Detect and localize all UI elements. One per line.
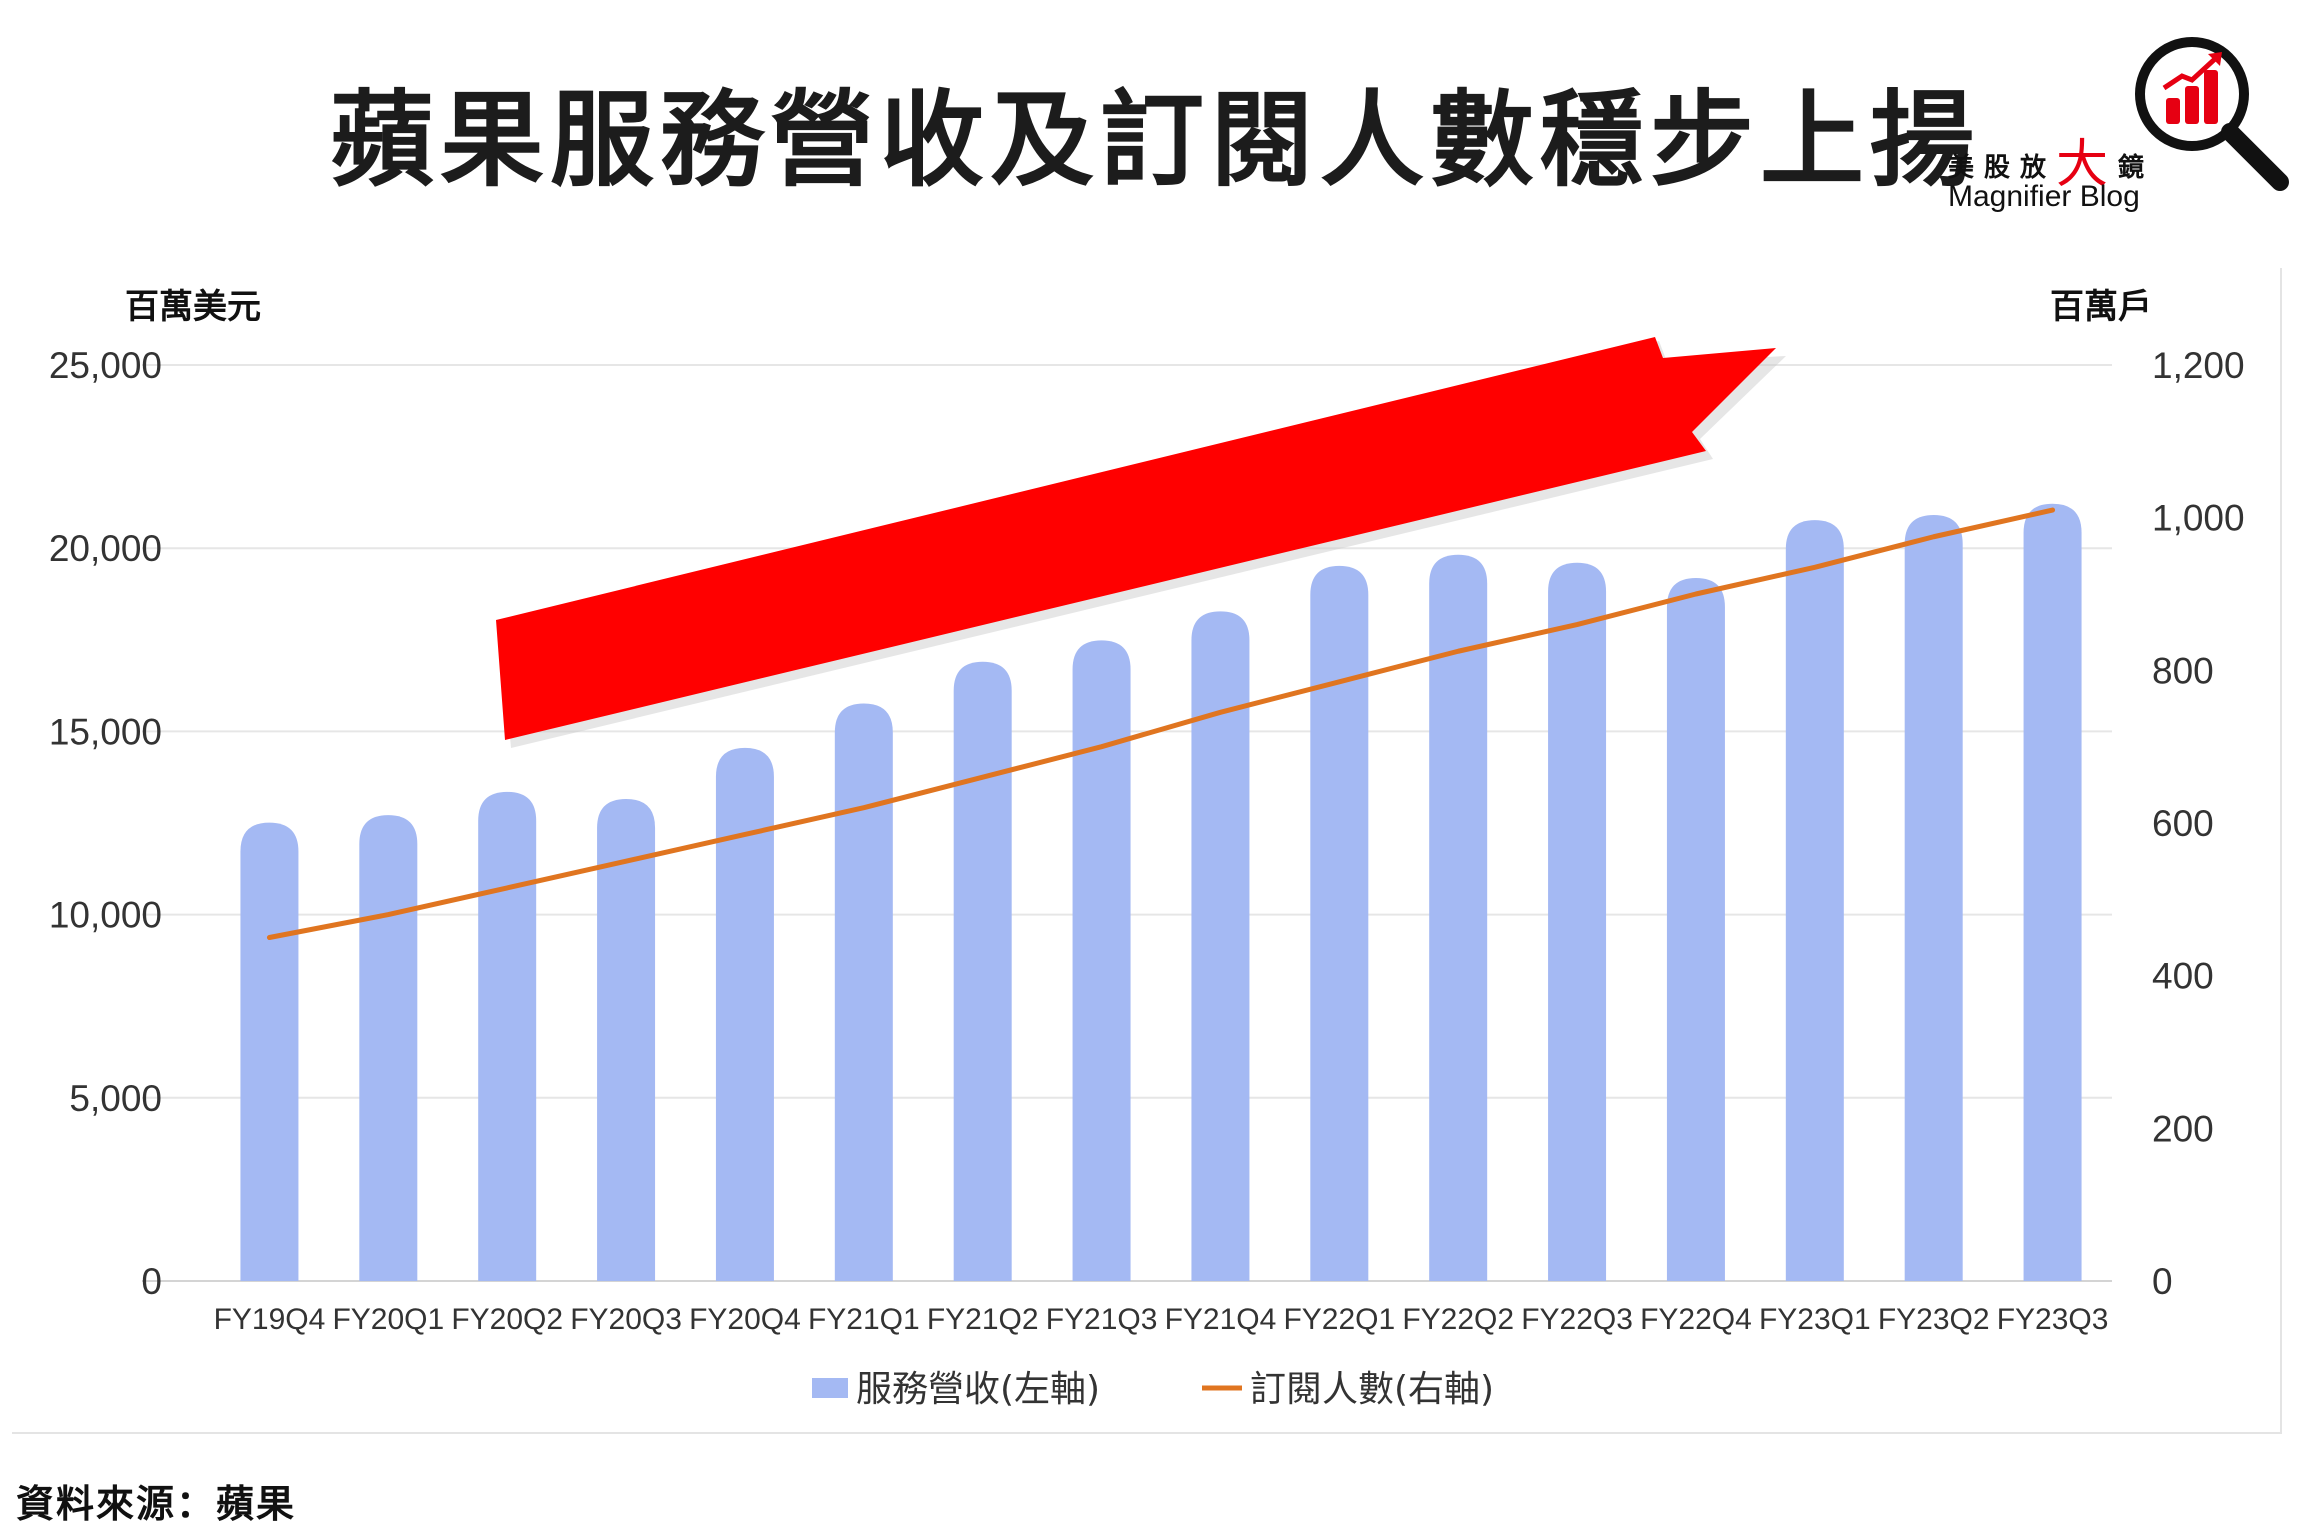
bar-series — [240, 503, 2082, 1281]
legend-line-label: 訂閱人數(右軸) — [1250, 1369, 1494, 1410]
bar — [1191, 611, 1250, 1281]
x-tick-label: FY21Q4 — [1165, 1303, 1277, 1336]
trend-arrow-shape — [496, 337, 1776, 740]
chart-frame: 百萬美元 百萬戶 0 5,000 10,000 15,000 20,000 25,000 0… — [12, 268, 2282, 1434]
bar — [2023, 503, 2082, 1281]
bar — [1310, 565, 1369, 1281]
bar — [715, 747, 774, 1281]
source-note: 資料來源：蘋果 — [16, 1482, 297, 1526]
y-left-tick-label: 20,000 — [49, 528, 162, 569]
y-right-tick-label: 600 — [2152, 803, 2214, 844]
line-series — [266, 507, 2056, 940]
bar — [240, 822, 299, 1281]
bar — [1429, 554, 1488, 1281]
bar — [1904, 514, 1963, 1281]
bar — [834, 703, 893, 1281]
x-tick-label: FY20Q2 — [451, 1303, 563, 1336]
x-tick-label: FY23Q1 — [1759, 1303, 1871, 1336]
logo-english-text: Magnifier Blog — [1948, 180, 2140, 213]
y-left-tick-label: 25,000 — [49, 345, 162, 386]
chart: 百萬美元 百萬戶 0 5,000 10,000 15,000 20,000 25,000 0… — [49, 287, 2245, 1410]
y-right-tick-label: 200 — [2152, 1108, 2214, 1149]
y-right-axis-label: 百萬戶 — [2050, 287, 2152, 327]
bar — [1666, 577, 1725, 1281]
y-left-axis-label: 百萬美元 — [125, 287, 261, 327]
brand-logo: 美股放大鏡 Magnifier Blog — [1940, 32, 2295, 213]
y-left-tick-label: 10,000 — [49, 895, 162, 936]
x-tick-label: FY22Q4 — [1640, 1303, 1752, 1336]
y-right-tick-label: 1,000 — [2152, 498, 2245, 539]
legend-bar-label: 服務營收(左軸) — [856, 1369, 1100, 1410]
x-tick-label: FY22Q3 — [1521, 1303, 1633, 1336]
page-title: 蘋果服務營收及訂閱人數穩步上揚 — [330, 79, 1981, 201]
line-series-path — [266, 507, 2056, 940]
x-tick-label: FY22Q1 — [1283, 1303, 1395, 1336]
legend-bar-swatch — [812, 1378, 848, 1398]
logo-cn-big: 大 — [2056, 135, 2119, 195]
x-tick-label: FY20Q1 — [332, 1303, 444, 1336]
y-right-tick-label: 400 — [2152, 956, 2214, 997]
x-tick-label: FY20Q4 — [689, 1303, 801, 1336]
bar — [1072, 640, 1131, 1281]
legend: 服務營收(左軸) 訂閱人數(右軸) — [812, 1369, 1494, 1410]
bar — [953, 661, 1012, 1281]
x-tick-label: FY21Q3 — [1046, 1303, 1158, 1336]
x-tick-label: FY19Q4 — [214, 1303, 326, 1336]
x-tick-label: FY23Q2 — [1878, 1303, 1990, 1336]
bar — [359, 815, 418, 1281]
x-tick-label: FY22Q2 — [1402, 1303, 1514, 1336]
y-right-tick-label: 1,200 — [2152, 345, 2245, 386]
logo-chinese-text: 美股放大鏡 — [1948, 122, 2154, 197]
y-left-tick-label: 0 — [141, 1261, 162, 1302]
y-left-tick-label: 5,000 — [69, 1078, 162, 1119]
bar — [1785, 520, 1844, 1281]
magnifier-bar-chart-icon — [2135, 37, 2289, 191]
x-tick-label: FY21Q1 — [808, 1303, 920, 1336]
x-tick-label: FY20Q3 — [570, 1303, 682, 1336]
y-right-tick-label: 0 — [2152, 1261, 2173, 1302]
x-tick-label: FY23Q3 — [1997, 1303, 2109, 1336]
bar — [1548, 562, 1607, 1281]
bar — [597, 798, 656, 1281]
bar — [478, 791, 537, 1281]
logo-cn-suffix: 鏡 — [2118, 153, 2155, 183]
trend-arrow — [496, 337, 1786, 748]
y-left-tick-label: 15,000 — [49, 711, 162, 752]
x-tick-label: FY21Q2 — [927, 1303, 1039, 1336]
logo-cn-prefix: 美股放 — [1948, 153, 2057, 183]
axes: 百萬美元 百萬戶 0 5,000 10,000 15,000 20,000 25,000 0… — [49, 287, 2245, 1336]
y-right-tick-label: 800 — [2152, 650, 2214, 691]
